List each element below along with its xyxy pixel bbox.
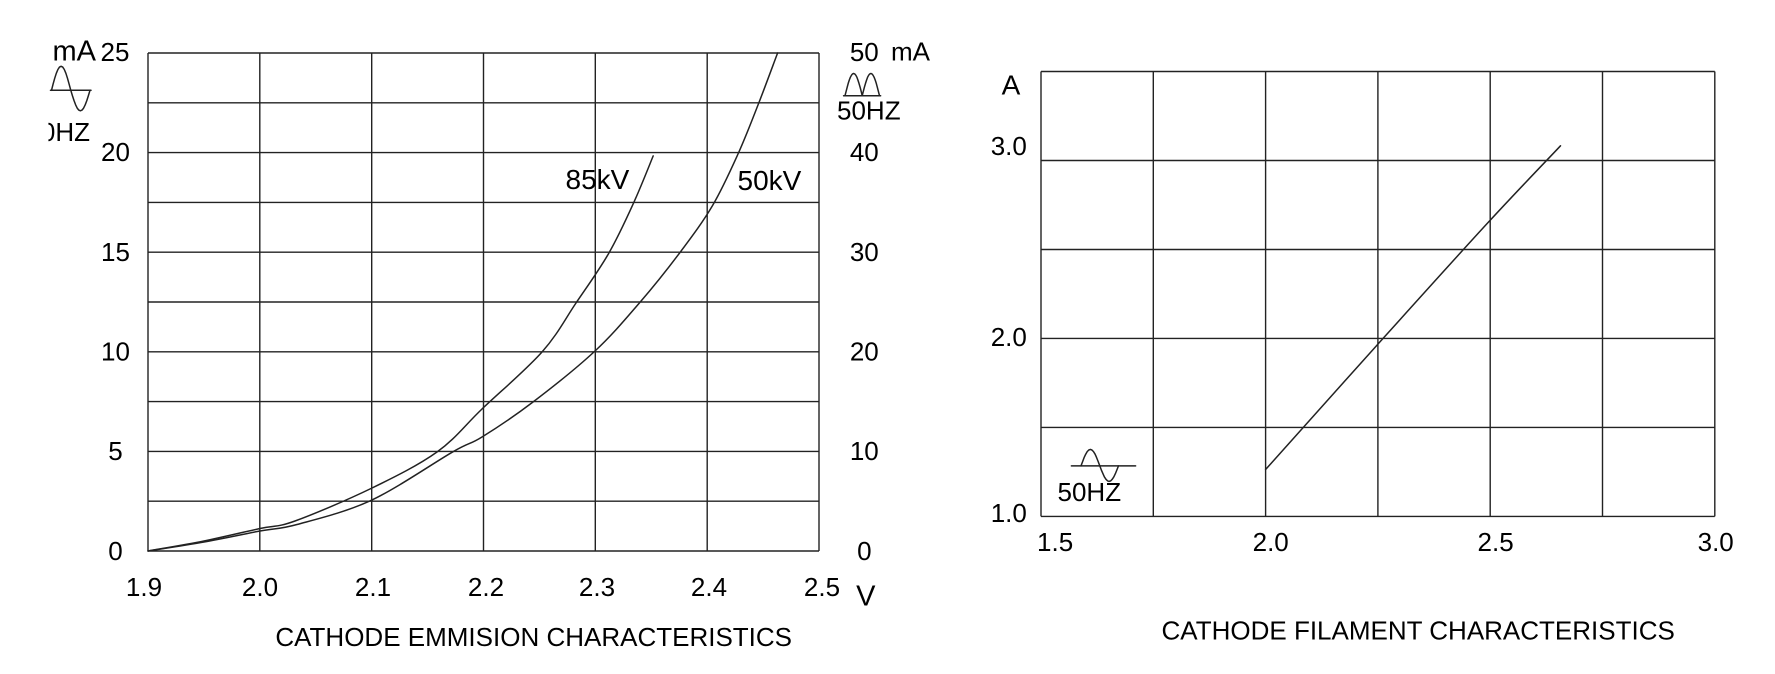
svg-text:V: V <box>856 581 876 613</box>
svg-text:3.0: 3.0 <box>991 131 1027 161</box>
svg-text:mA: mA <box>53 36 97 68</box>
svg-text:25: 25 <box>101 37 130 67</box>
svg-text:1.9: 1.9 <box>126 572 162 602</box>
svg-text:mA: mA <box>891 37 931 67</box>
svg-text:2.2: 2.2 <box>468 572 504 602</box>
svg-text:1.0: 1.0 <box>991 498 1027 528</box>
svg-text:10: 10 <box>850 436 879 466</box>
svg-text:0: 0 <box>857 536 871 566</box>
svg-text:2.4: 2.4 <box>691 572 727 602</box>
svg-text:0: 0 <box>108 536 122 566</box>
svg-text:20: 20 <box>101 137 130 167</box>
svg-text:2.3: 2.3 <box>579 572 615 602</box>
svg-text:5: 5 <box>108 436 122 466</box>
svg-text:2.0: 2.0 <box>242 572 278 602</box>
svg-text:2.0: 2.0 <box>991 322 1027 352</box>
svg-text:20: 20 <box>850 337 879 367</box>
svg-text:1.5: 1.5 <box>1037 527 1073 557</box>
svg-text:CATHODE FILAMENT CHARACTERISTI: CATHODE FILAMENT CHARACTERISTICS <box>1162 616 1675 646</box>
svg-text:2.0: 2.0 <box>1253 527 1289 557</box>
svg-text:3.0: 3.0 <box>1698 527 1734 557</box>
svg-text:40: 40 <box>850 137 879 167</box>
svg-text:50HZ: 50HZ <box>837 96 901 126</box>
svg-text:50kV: 50kV <box>738 165 802 196</box>
svg-text:2.1: 2.1 <box>355 572 391 602</box>
svg-text:85kV: 85kV <box>566 164 630 195</box>
svg-text:50HZ: 50HZ <box>1058 477 1122 507</box>
svg-text:10: 10 <box>101 337 130 367</box>
svg-text:CATHODE EMMISION CHARACTERISTI: CATHODE EMMISION CHARACTERISTICS <box>275 622 792 652</box>
svg-text:2.5: 2.5 <box>804 572 840 602</box>
svg-text:30: 30 <box>850 237 879 267</box>
svg-text:A: A <box>1002 70 1021 101</box>
svg-text:50HZ: 50HZ <box>26 117 90 147</box>
svg-text:50: 50 <box>850 37 879 67</box>
svg-text:15: 15 <box>101 237 130 267</box>
svg-text:2.5: 2.5 <box>1478 527 1514 557</box>
